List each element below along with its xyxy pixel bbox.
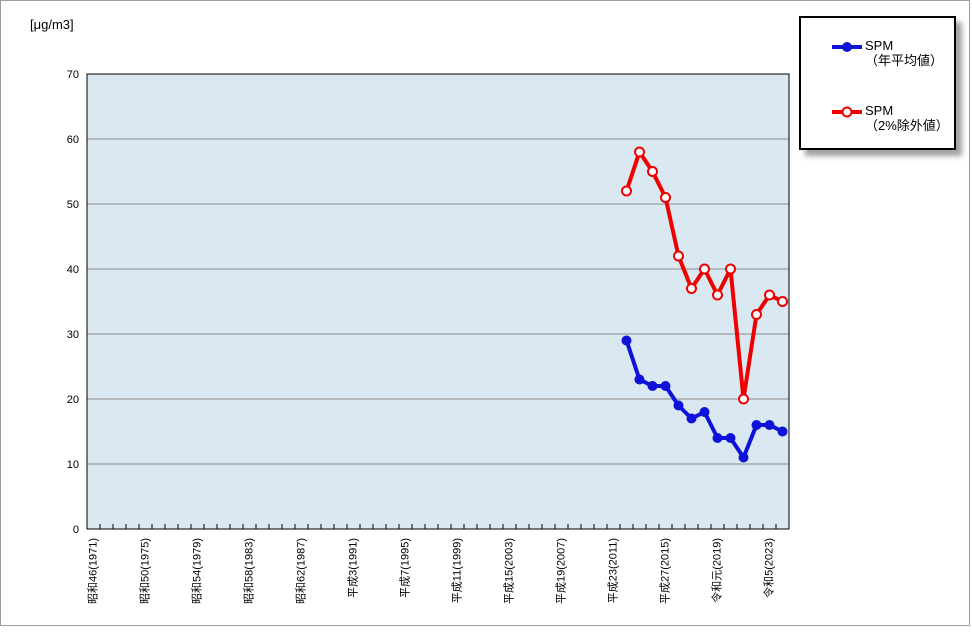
svg-text:令和元(2019): 令和元(2019)	[710, 538, 724, 603]
svg-text:平成23(2011): 平成23(2011)	[607, 538, 620, 603]
svg-text:50: 50	[67, 199, 79, 211]
legend-item-spm-annual-average[interactable]: SPM （年平均値）	[831, 38, 954, 68]
legend-label-series-name: SPM	[865, 103, 894, 118]
blue-line-filled-marker-icon	[832, 42, 862, 52]
svg-text:20: 20	[67, 394, 79, 406]
svg-text:70: 70	[67, 69, 79, 81]
svg-text:平成11(1999): 平成11(1999)	[451, 538, 464, 603]
svg-text:10: 10	[67, 459, 79, 471]
legend-label-series-qualifier: （年平均値）	[865, 53, 944, 68]
svg-text:平成7(1995): 平成7(1995)	[399, 538, 412, 598]
svg-text:昭和54(1979): 昭和54(1979)	[191, 538, 204, 604]
svg-text:令和5(2023): 令和5(2023)	[762, 538, 776, 598]
svg-text:平成27(2015): 平成27(2015)	[659, 538, 672, 604]
svg-text:昭和50(1975): 昭和50(1975)	[139, 538, 152, 604]
plot-area: 0 10 20 30 40 50 60 70 昭和46(1971) 昭和50(1975) 昭和54(…	[67, 69, 790, 604]
svg-text:昭和58(1983): 昭和58(1983)	[243, 538, 256, 604]
legend-label-series-qualifier: （2%除外値）	[865, 118, 949, 133]
svg-text:平成15(2003): 平成15(2003)	[503, 538, 516, 604]
svg-text:0: 0	[73, 524, 79, 536]
legend-label-series-name: SPM	[865, 38, 894, 53]
legend-item-spm-2pct-excluded[interactable]: SPM （2%除外値）	[831, 103, 954, 133]
legend[interactable]: SPM （年平均値） SPM （2%除外値）	[799, 16, 956, 150]
svg-text:40: 40	[67, 264, 79, 276]
svg-text:平成19(2007): 平成19(2007)	[555, 538, 568, 604]
red-line-open-marker-icon	[832, 106, 862, 118]
svg-text:60: 60	[67, 134, 79, 146]
svg-text:昭和46(1971): 昭和46(1971)	[87, 538, 100, 604]
y-axis-unit-label: [μg/m3]	[30, 17, 74, 32]
svg-text:昭和62(1987): 昭和62(1987)	[295, 538, 308, 604]
svg-text:平成3(1991): 平成3(1991)	[347, 538, 360, 598]
svg-text:30: 30	[67, 329, 79, 341]
